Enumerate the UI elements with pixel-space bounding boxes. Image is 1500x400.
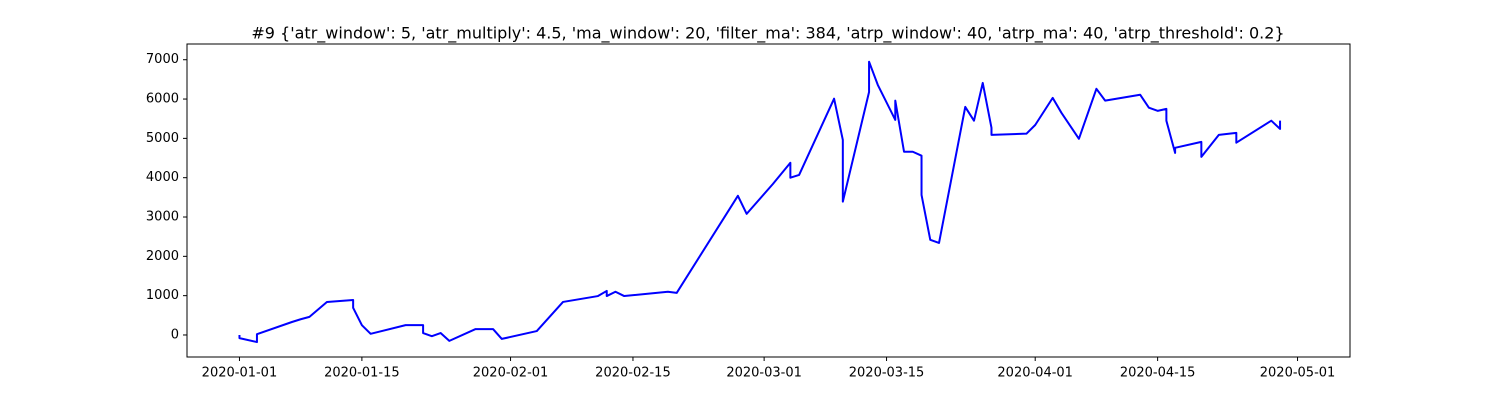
y-tick-label: 4000 xyxy=(146,170,179,185)
y-tick-label: 7000 xyxy=(146,52,179,67)
y-tick-label: 5000 xyxy=(146,131,179,146)
x-tick-label: 2020-01-01 xyxy=(202,366,278,381)
x-tick-label: 2020-04-01 xyxy=(997,366,1073,381)
y-tick-label: 6000 xyxy=(146,92,179,107)
x-tick-label: 2020-02-01 xyxy=(473,366,549,381)
x-tick-label: 2020-04-15 xyxy=(1120,366,1196,381)
y-tick-label: 0 xyxy=(171,327,179,342)
x-tick-label: 2020-02-15 xyxy=(595,366,671,381)
data-line xyxy=(238,60,1282,344)
x-tick-label: 2020-01-15 xyxy=(324,366,400,381)
x-tick-label: 2020-05-01 xyxy=(1260,366,1336,381)
x-tick-label: 2020-03-15 xyxy=(849,366,925,381)
y-tick-label: 2000 xyxy=(146,249,179,264)
y-tick-label: 1000 xyxy=(146,288,179,303)
plot-frame xyxy=(186,43,1351,358)
chart-title: #9 {'atr_window': 5, 'atr_multiply': 4.5… xyxy=(251,24,1284,44)
y-tick-label: 3000 xyxy=(146,210,179,225)
x-tick-label: 2020-03-01 xyxy=(726,366,802,381)
